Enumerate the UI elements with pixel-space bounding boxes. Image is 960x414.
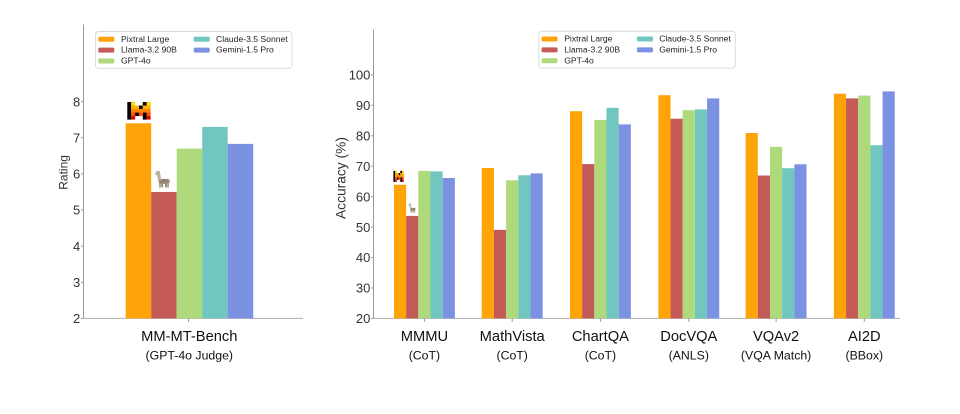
svg-text:8: 8 xyxy=(73,94,80,109)
svg-text:(CoT): (CoT) xyxy=(496,349,527,363)
svg-text:100: 100 xyxy=(349,68,371,83)
svg-text:20: 20 xyxy=(356,311,370,326)
svg-text:Claude-3.5 Sonnet: Claude-3.5 Sonnet xyxy=(216,34,288,44)
svg-text:80: 80 xyxy=(356,129,370,144)
svg-text:Claude-3.5 Sonnet: Claude-3.5 Sonnet xyxy=(659,34,731,44)
svg-text:GPT-4o: GPT-4o xyxy=(564,55,594,65)
svg-text:4: 4 xyxy=(73,239,80,254)
svg-text:90: 90 xyxy=(356,98,370,113)
svg-text:MMMU: MMMU xyxy=(401,329,448,345)
svg-text:50: 50 xyxy=(356,220,370,235)
svg-text:Llama-3.2 90B: Llama-3.2 90B xyxy=(121,45,177,55)
svg-text:(CoT): (CoT) xyxy=(585,349,616,363)
svg-text:ChartQA: ChartQA xyxy=(572,329,629,345)
svg-text:GPT-4o: GPT-4o xyxy=(121,56,151,66)
svg-text:Accuracy (%): Accuracy (%) xyxy=(334,137,349,219)
svg-text:2: 2 xyxy=(73,311,80,326)
svg-text:7: 7 xyxy=(73,130,80,145)
svg-text:Gemini-1.5 Pro: Gemini-1.5 Pro xyxy=(659,45,717,55)
svg-text:AI2D: AI2D xyxy=(848,329,881,345)
svg-text:40: 40 xyxy=(356,250,370,265)
svg-text:60: 60 xyxy=(356,189,370,204)
svg-text:VQAv2: VQAv2 xyxy=(753,329,799,345)
svg-text:30: 30 xyxy=(356,281,370,296)
svg-text:3: 3 xyxy=(73,275,80,290)
svg-text:(GPT-4o Judge): (GPT-4o Judge) xyxy=(146,349,233,363)
svg-text:Llama-3.2 90B: Llama-3.2 90B xyxy=(564,45,620,55)
svg-text:DocVQA: DocVQA xyxy=(660,329,717,345)
svg-text:(VQA Match): (VQA Match) xyxy=(741,349,811,363)
svg-text:Rating: Rating xyxy=(56,155,70,190)
svg-text:(BBox): (BBox) xyxy=(846,349,884,363)
svg-text:MM-MT-Bench: MM-MT-Bench xyxy=(141,329,237,345)
svg-text:MathVista: MathVista xyxy=(480,329,546,345)
svg-text:5: 5 xyxy=(73,203,80,218)
svg-text:6: 6 xyxy=(73,167,80,182)
svg-text:70: 70 xyxy=(356,159,370,174)
svg-text:(CoT): (CoT) xyxy=(409,349,440,363)
svg-text:(ANLS): (ANLS) xyxy=(669,349,709,363)
svg-text:Gemini-1.5 Pro: Gemini-1.5 Pro xyxy=(216,45,274,55)
svg-text:Pixtral Large: Pixtral Large xyxy=(121,34,169,44)
svg-text:Pixtral Large: Pixtral Large xyxy=(564,34,612,44)
